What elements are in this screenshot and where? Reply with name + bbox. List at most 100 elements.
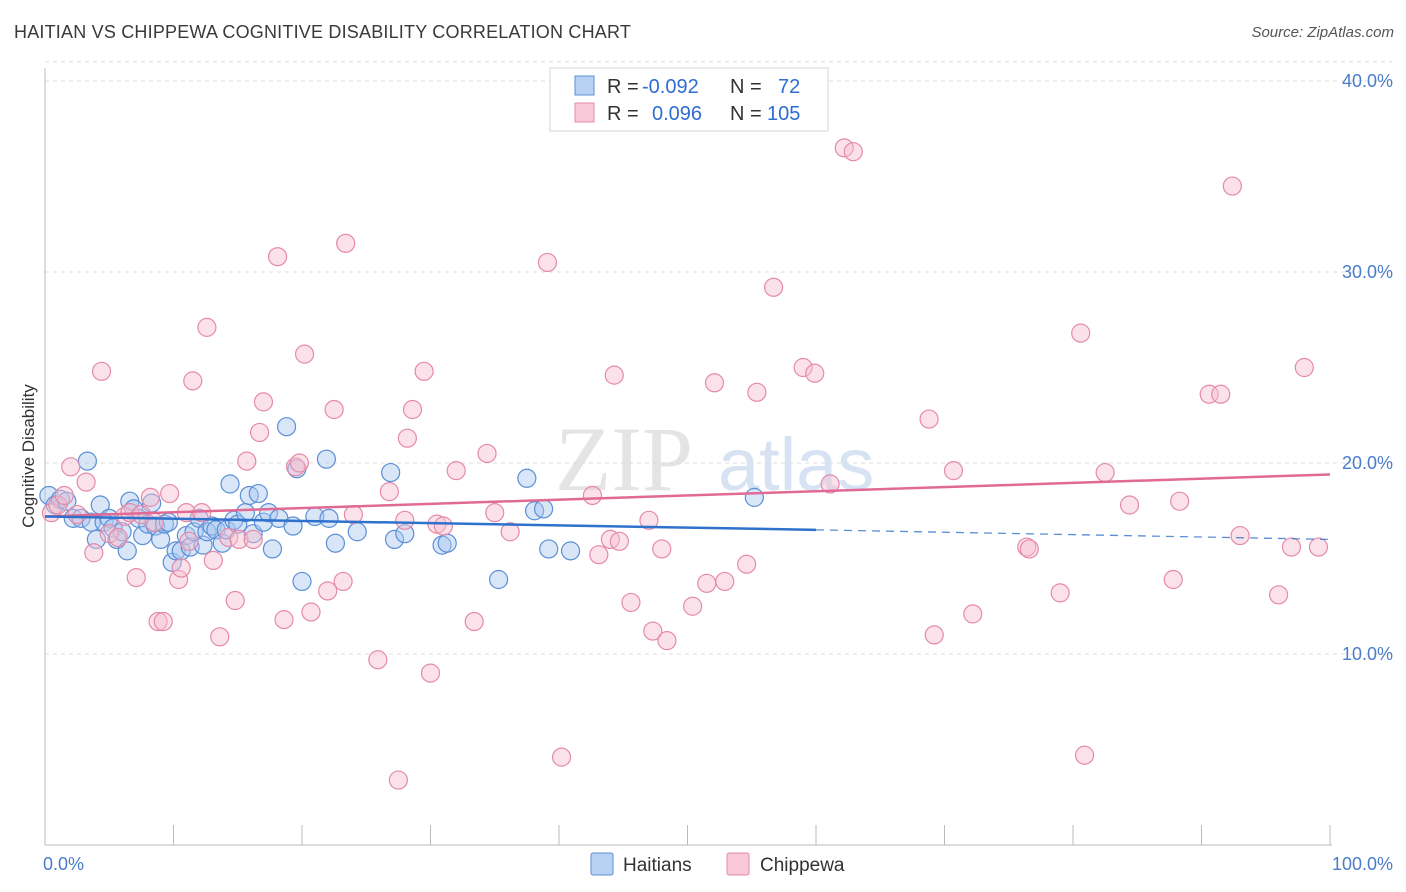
haitians-point: [319, 508, 339, 528]
chippewa-point: [737, 554, 757, 574]
chippewa-point: [243, 529, 263, 550]
chippewa-r-label: R =: [607, 103, 639, 125]
y-tick-label: 20.0%: [1342, 453, 1393, 473]
haitians-series-label: Haitians: [623, 855, 692, 876]
chippewa-point: [324, 399, 344, 420]
haitians-point: [220, 474, 240, 494]
chippewa-point: [397, 428, 417, 448]
chippewa-point: [639, 510, 659, 530]
chippewa-point: [289, 453, 310, 473]
chippewa-point: [225, 590, 245, 611]
haitians-point: [248, 483, 268, 504]
chippewa-point: [368, 650, 388, 670]
chippewa-point: [61, 457, 81, 477]
haitians-legend-swatch: [574, 75, 595, 96]
chippewa-point: [402, 399, 423, 420]
haitians-r-label: R =: [607, 76, 639, 98]
chippewa-series-swatch: [726, 852, 750, 876]
chippewa-point: [697, 573, 717, 593]
haitians-point: [316, 449, 337, 469]
chippewa-point: [820, 474, 840, 494]
chippewa-point: [652, 539, 672, 559]
chippewa-point: [485, 503, 505, 523]
chippewa-point: [621, 592, 641, 613]
chippewa-point: [657, 631, 677, 651]
haitians-point: [437, 533, 457, 553]
haitians-point: [202, 516, 222, 536]
chippewa-point: [1074, 745, 1095, 765]
y-tick-label: 30.0%: [1342, 262, 1393, 282]
chippewa-point: [1294, 357, 1314, 378]
y-tick-label: 10.0%: [1342, 644, 1393, 664]
haitians-point: [560, 541, 581, 561]
chippewa-point: [76, 472, 96, 492]
chippewa-point: [924, 625, 944, 645]
chippewa-point: [919, 409, 939, 429]
chippewa-point: [747, 382, 767, 402]
axes: [44, 68, 1332, 846]
chippewa-point: [420, 663, 441, 683]
chippewa-point: [126, 567, 146, 588]
chippewa-point: [169, 569, 189, 590]
y-tick-label: 40.0%: [1342, 71, 1393, 91]
chippewa-point: [210, 627, 230, 647]
chippewa-point: [414, 361, 434, 381]
chippewa-point: [1050, 583, 1070, 603]
chippewa-point: [793, 357, 813, 378]
haitians-point: [347, 522, 367, 542]
chippewa-point: [388, 770, 408, 790]
haitians-point: [63, 508, 83, 528]
chippewa-point: [1281, 537, 1302, 557]
y-axis-title: Cognitive Disability: [19, 384, 38, 528]
chippewa-point: [683, 596, 703, 616]
chippewa-point: [179, 531, 199, 551]
chippewa-point: [285, 457, 306, 477]
chippewa-point: [379, 482, 399, 502]
chippewa-point: [84, 543, 104, 563]
chippewa-point: [160, 483, 180, 504]
haitians-point: [166, 541, 186, 561]
chippewa-point: [446, 461, 466, 481]
chippewa-point: [153, 611, 173, 632]
x-tick-label-min: 0.0%: [43, 854, 84, 874]
chippewa-point: [1095, 462, 1115, 483]
chippewa-point: [108, 527, 128, 548]
haitians-point: [539, 539, 559, 559]
chippewa-point: [551, 747, 572, 767]
haitians-n-value: 72: [778, 76, 800, 98]
chippewa-point: [604, 365, 624, 385]
chippewa-point: [318, 581, 338, 601]
chippewa-point: [763, 277, 784, 297]
x-tick-label-max: 100.0%: [1332, 854, 1393, 874]
haitians-trend-extension: [815, 529, 1331, 541]
haitians-point: [325, 533, 346, 553]
chippewa-point: [1230, 525, 1250, 546]
haitians-point: [117, 541, 137, 561]
chippewa-point: [294, 344, 315, 364]
chippewa-point: [464, 611, 484, 632]
chippewa-point: [48, 495, 68, 515]
chippewa-point: [805, 363, 825, 383]
chippewa-point: [253, 392, 274, 412]
haitians-point: [533, 499, 554, 519]
chippewa-point: [1170, 491, 1190, 511]
chippewa-point: [336, 233, 356, 253]
chippewa-point: [91, 361, 112, 381]
chippewa-point: [54, 485, 74, 506]
haitians-point: [276, 417, 297, 437]
chippewa-point: [148, 611, 168, 632]
chippewa-point: [1019, 539, 1039, 559]
chippewa-point: [140, 487, 160, 507]
haitians-point: [384, 529, 405, 550]
chippewa-n-value: 105: [767, 103, 800, 125]
chippewa-point: [943, 461, 964, 481]
haitians-point: [133, 525, 153, 546]
chippewa-point: [963, 604, 983, 624]
chippewa-point: [333, 571, 353, 592]
chippewa-point: [203, 550, 223, 571]
haitians-series-swatch: [590, 852, 614, 876]
chippewa-point: [843, 142, 863, 162]
chippewa-point: [582, 485, 603, 506]
chippewa-trend-line: [44, 473, 1331, 518]
chippewa-point: [1071, 323, 1091, 343]
